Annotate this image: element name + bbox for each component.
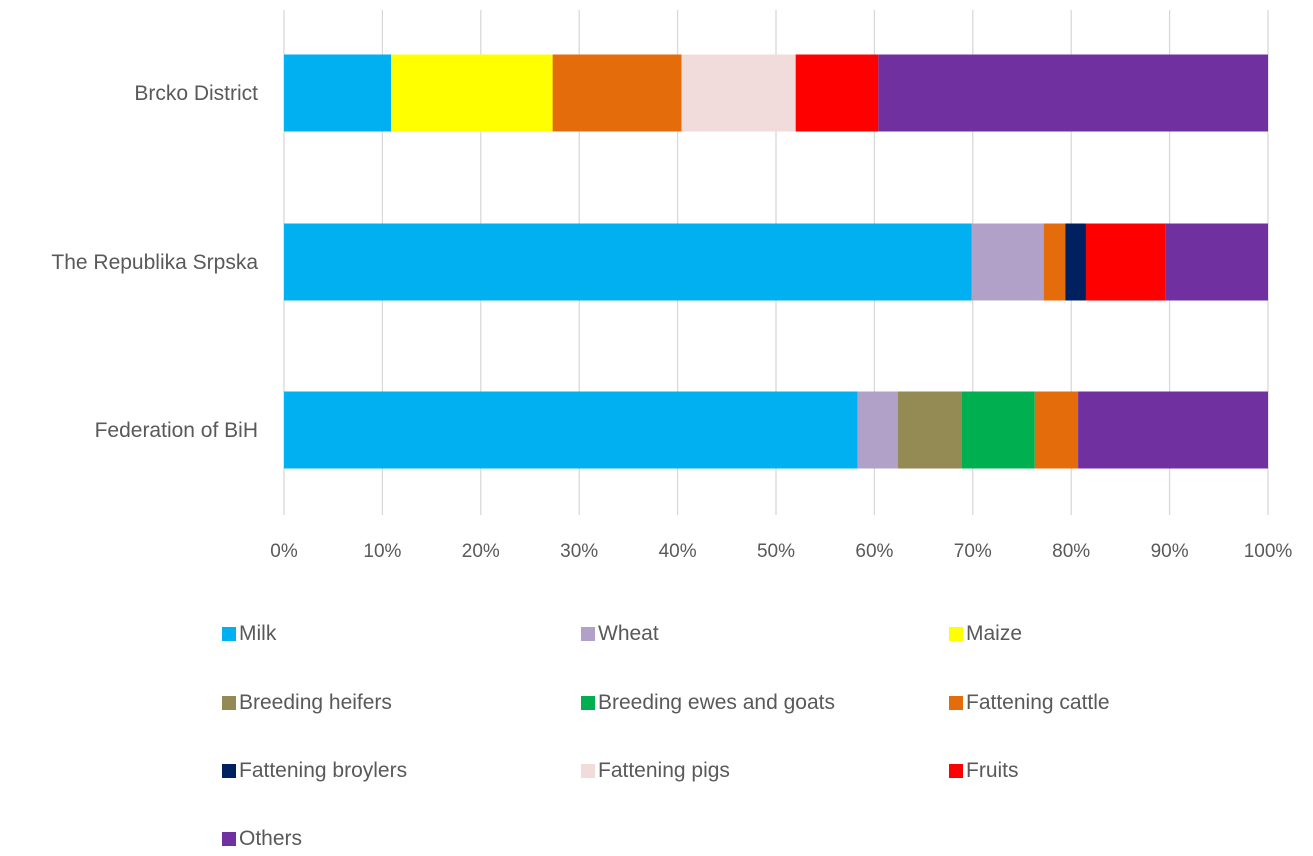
category-label-federation-of-bih: Federation of BiH — [95, 419, 258, 442]
bars — [284, 54, 1268, 469]
bar-segment-brcko-district-fattening-pigs — [681, 54, 796, 132]
legend: Milk Wheat Maize Breeding heifers Breeding e… — [222, 622, 1110, 850]
x-tick-label: 10% — [363, 541, 401, 562]
bar-segment-the-republika-srpska-fruits — [1085, 223, 1166, 301]
legend-swatch-maize — [949, 627, 963, 641]
bar-segment-brcko-district-milk — [284, 54, 392, 132]
x-tick-label: 80% — [1052, 541, 1090, 562]
x-tick-label: 0% — [270, 541, 298, 562]
legend-label-fattening-broylers: Fattening broylers — [239, 759, 407, 782]
bar-segment-federation-of-bih-milk — [284, 391, 858, 469]
bar-segment-brcko-district-others — [878, 54, 1268, 132]
legend-label-wheat: Wheat — [598, 622, 659, 645]
bar-segment-federation-of-bih-others — [1078, 391, 1268, 469]
category-label-the-republika-srpska: The Republika Srpska — [51, 251, 258, 274]
legend-swatch-fruits — [949, 764, 963, 778]
legend-label-fruits: Fruits — [966, 759, 1019, 782]
legend-label-maize: Maize — [966, 622, 1022, 645]
bar-segment-the-republika-srpska-others — [1165, 223, 1268, 301]
legend-label-breeding-heifers: Breeding heifers — [239, 691, 392, 714]
bar-segment-the-republika-srpska-fattening-cattle — [1043, 223, 1066, 301]
category-label-brcko-district: Brcko District — [134, 82, 258, 105]
legend-swatch-fattening-cattle — [949, 696, 963, 710]
x-axis-tick-labels: 0% 10% 20% 30% 40% 50% 60% 70% 80% 90% 100% — [270, 541, 1292, 562]
x-tick-label: 70% — [954, 541, 992, 562]
bar-segment-brcko-district-fruits — [795, 54, 879, 132]
legend-label-fattening-cattle: Fattening cattle — [966, 691, 1110, 714]
bar-segment-federation-of-bih-wheat — [857, 391, 899, 469]
legend-label-fattening-pigs: Fattening pigs — [598, 759, 730, 782]
legend-swatch-breeding-heifers — [222, 696, 236, 710]
bar-segment-federation-of-bih-fattening-cattle — [1034, 391, 1079, 469]
x-tick-label: 60% — [855, 541, 893, 562]
legend-swatch-breeding-ewes-and-goats — [581, 696, 595, 710]
bar-segment-federation-of-bih-breeding-ewes-and-goats — [961, 391, 1035, 469]
x-tick-label: 40% — [659, 541, 697, 562]
bar-segment-the-republika-srpska-fattening-broylers — [1065, 223, 1086, 301]
x-tick-label: 50% — [757, 541, 795, 562]
bar-segment-the-republika-srpska-wheat — [971, 223, 1044, 301]
x-tick-label: 100% — [1244, 541, 1293, 562]
legend-swatch-fattening-broylers — [222, 764, 236, 778]
legend-swatch-fattening-pigs — [581, 764, 595, 778]
legend-label-milk: Milk — [239, 622, 277, 645]
legend-swatch-wheat — [581, 627, 595, 641]
bar-segment-the-republika-srpska-milk — [284, 223, 972, 301]
bar-segment-federation-of-bih-breeding-heifers — [898, 391, 962, 469]
bar-segment-brcko-district-maize — [391, 54, 553, 132]
legend-label-others: Others — [239, 827, 302, 850]
x-tick-label: 20% — [462, 541, 500, 562]
x-tick-label: 30% — [560, 541, 598, 562]
legend-swatch-others — [222, 832, 236, 846]
legend-label-breeding-ewes-and-goats: Breeding ewes and goats — [598, 691, 835, 714]
category-labels: Brcko District The Republika Srpska Federa… — [51, 82, 258, 442]
bar-segment-brcko-district-fattening-cattle — [552, 54, 682, 132]
legend-swatch-milk — [222, 627, 236, 641]
x-tick-label: 90% — [1151, 541, 1189, 562]
